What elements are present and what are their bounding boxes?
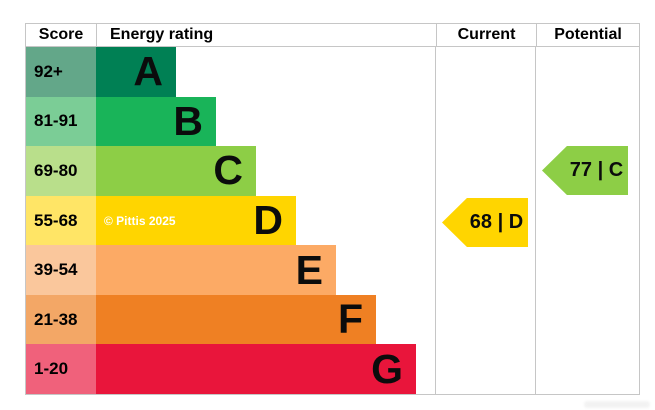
band-b-letter: B [173, 97, 203, 144]
potential-rating-label: 77 | C [569, 159, 624, 181]
header-potential: Potential [536, 24, 639, 46]
band-c-score: 69-80 [26, 146, 96, 196]
band-d-bar: © Pittis 2025 D [96, 195, 296, 246]
band-e-bar: E [96, 245, 336, 295]
header-score: Score [38, 26, 84, 43]
current-rating-label: 68 | D [469, 211, 524, 233]
band-g-letter: G [371, 345, 403, 392]
bands-area: 92+ A 81-91 B 69-80 C 55-68 [26, 47, 639, 395]
column-divider-potential [535, 47, 536, 394]
band-f-score: 21-38 [26, 294, 96, 345]
band-f-bar: F [96, 294, 376, 345]
band-c-letter: C [213, 147, 243, 194]
band-d-letter: D [253, 197, 283, 244]
band-row-g: 1-20 G [26, 344, 639, 395]
epc-table: Score Energy rating Current Potential 92… [25, 23, 640, 395]
current-rating-arrow: 68 | D [442, 198, 528, 247]
band-row-d: 55-68 © Pittis 2025 D [26, 195, 639, 246]
band-a-bar: A [96, 47, 176, 97]
column-divider-current [435, 47, 436, 394]
band-a-letter: A [133, 48, 163, 95]
header-current: Current [436, 24, 536, 46]
band-c-bar: C [96, 146, 256, 196]
band-g-score: 1-20 [26, 344, 96, 395]
band-a-score: 92+ [26, 47, 96, 97]
copyright-watermark: © Pittis 2025 [104, 213, 176, 228]
band-row-e: 39-54 E [26, 245, 639, 295]
band-e-score: 39-54 [26, 245, 96, 295]
corner-artifact [584, 401, 650, 408]
band-g-bar: G [96, 344, 416, 395]
band-d-score: 55-68 [26, 195, 96, 246]
band-row-f: 21-38 F [26, 294, 639, 345]
band-f-letter: F [337, 296, 363, 343]
band-e-letter: E [295, 246, 323, 293]
band-row-a: 92+ A [26, 47, 639, 97]
band-b-bar: B [96, 96, 216, 147]
header-energy-rating: Energy rating [96, 24, 436, 46]
band-b-score: 81-91 [26, 96, 96, 147]
band-row-c: 69-80 C [26, 146, 639, 196]
table-header-row: Score Energy rating Current Potential [26, 24, 639, 47]
band-row-b: 81-91 B [26, 96, 639, 147]
